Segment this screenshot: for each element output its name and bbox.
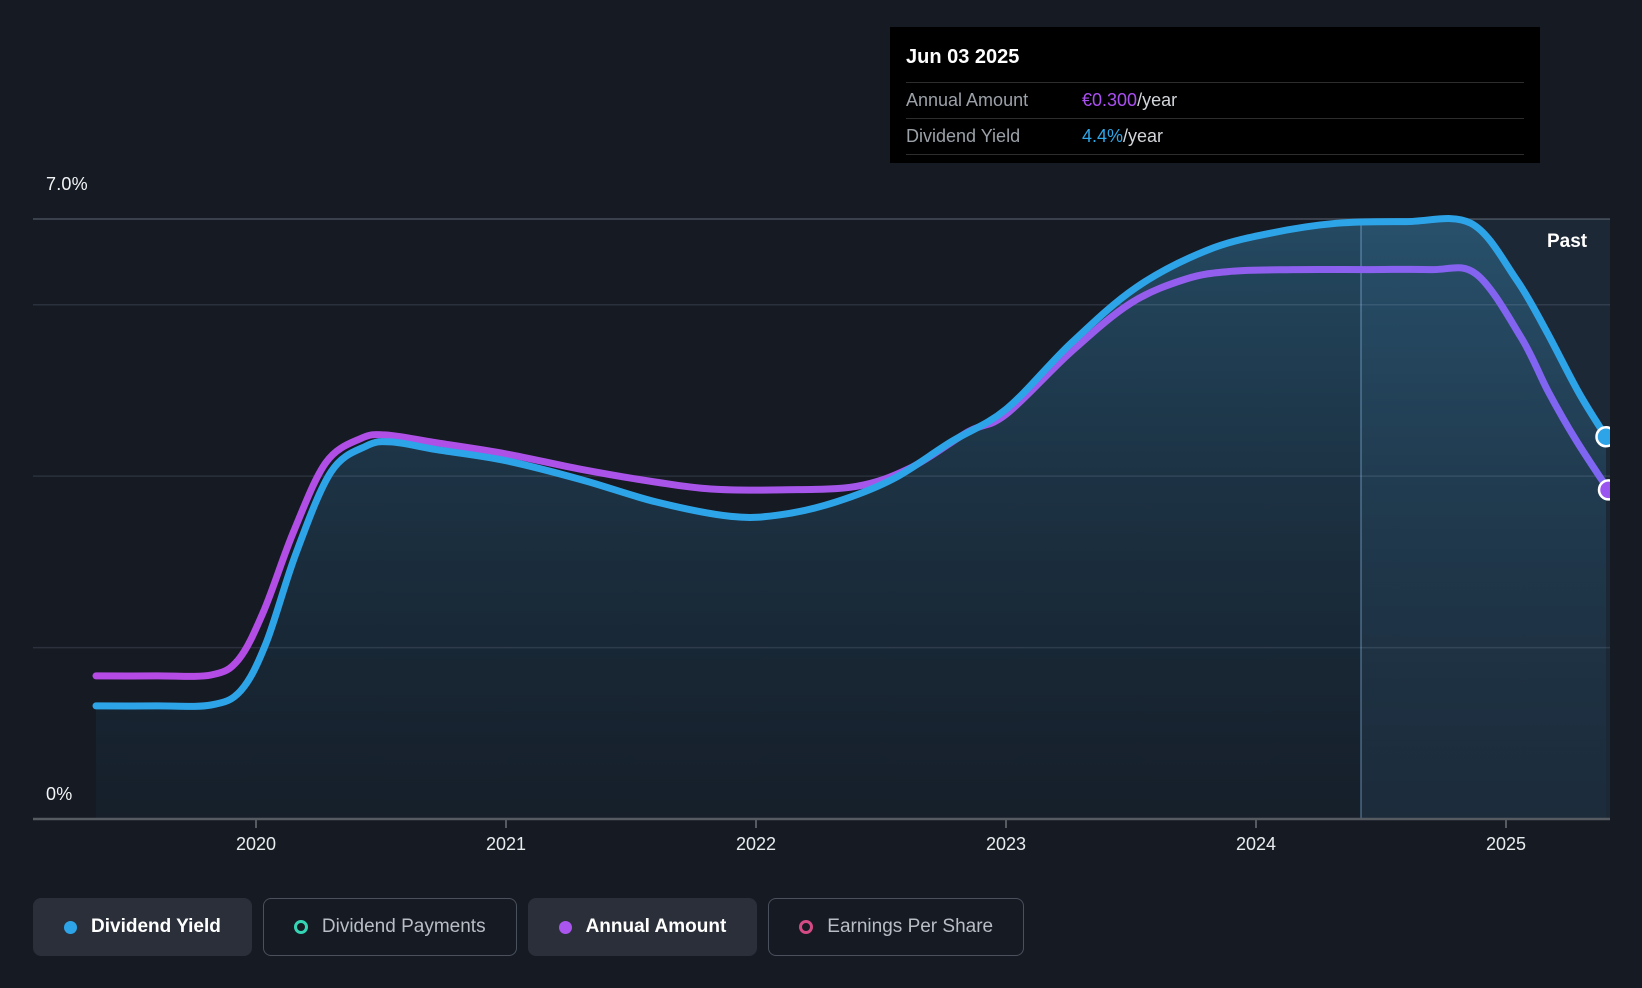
legend-button-dividend-yield[interactable]: Dividend Yield bbox=[33, 898, 252, 956]
dividend-yield-end-marker bbox=[1595, 425, 1610, 448]
tooltip-row-suffix: /year bbox=[1123, 126, 1164, 146]
legend-button-dividend-payments[interactable]: Dividend Payments bbox=[262, 898, 517, 956]
x-axis-label-2025: 2025 bbox=[1485, 834, 1527, 854]
y-axis-min-label: 0% bbox=[46, 784, 73, 804]
legend-button-label: Dividend Payments bbox=[321, 916, 486, 937]
tooltip-row-label: Annual Amount bbox=[906, 90, 1029, 110]
dividend-yield-line bbox=[92, 215, 1610, 710]
x-axis-label-2020: 2020 bbox=[235, 834, 277, 854]
legend-button-label: Dividend Yield bbox=[91, 916, 221, 937]
tooltip-row-value: €0.300 bbox=[1082, 90, 1138, 110]
x-axis-label-2022: 2022 bbox=[735, 834, 777, 854]
tooltip-rows: Annual Amount €0.300/year Dividend Yield 4.… bbox=[906, 82, 1524, 155]
tooltip-row: Annual Amount €0.300/year bbox=[906, 82, 1524, 118]
legend-dot-icon bbox=[558, 920, 572, 934]
tooltip-date: Jun 03 2025 bbox=[906, 46, 1020, 68]
annual-amount-line bbox=[92, 264, 1610, 680]
legend-button-label: Earnings Per Share bbox=[827, 916, 994, 937]
legend-dot-icon bbox=[64, 920, 77, 934]
tooltip-row-value: 4.4% bbox=[1082, 126, 1124, 146]
legend-ring-icon bbox=[799, 920, 814, 934]
tooltip-row-suffix: /year bbox=[1137, 90, 1178, 110]
past-label: Past bbox=[1547, 231, 1588, 252]
x-axis-label-2021: 2021 bbox=[485, 834, 527, 854]
chart-legend: Dividend Yield Dividend Payments Annual Am… bbox=[33, 898, 1025, 956]
annual-amount-end-marker bbox=[1597, 479, 1610, 501]
legend-button-label: Annual Amount bbox=[585, 916, 727, 937]
tooltip-row-label: Dividend Yield bbox=[906, 126, 1021, 146]
x-axis-label-2024: 2024 bbox=[1235, 834, 1277, 854]
y-axis-max-label: 7.0% bbox=[46, 174, 88, 194]
chart-tooltip: Jun 03 2025 Annual Amount €0.300/year Divi… bbox=[890, 27, 1540, 163]
legend-button-earnings-per-share[interactable]: Earnings Per Share bbox=[768, 898, 1025, 956]
legend-ring-icon bbox=[293, 920, 308, 934]
x-axis-label-2023: 2023 bbox=[985, 834, 1027, 854]
legend-button-annual-amount[interactable]: Annual Amount bbox=[527, 898, 758, 956]
dividend-yield-area bbox=[96, 218, 1606, 819]
tooltip-row: Dividend Yield 4.4%/year bbox=[906, 118, 1524, 154]
